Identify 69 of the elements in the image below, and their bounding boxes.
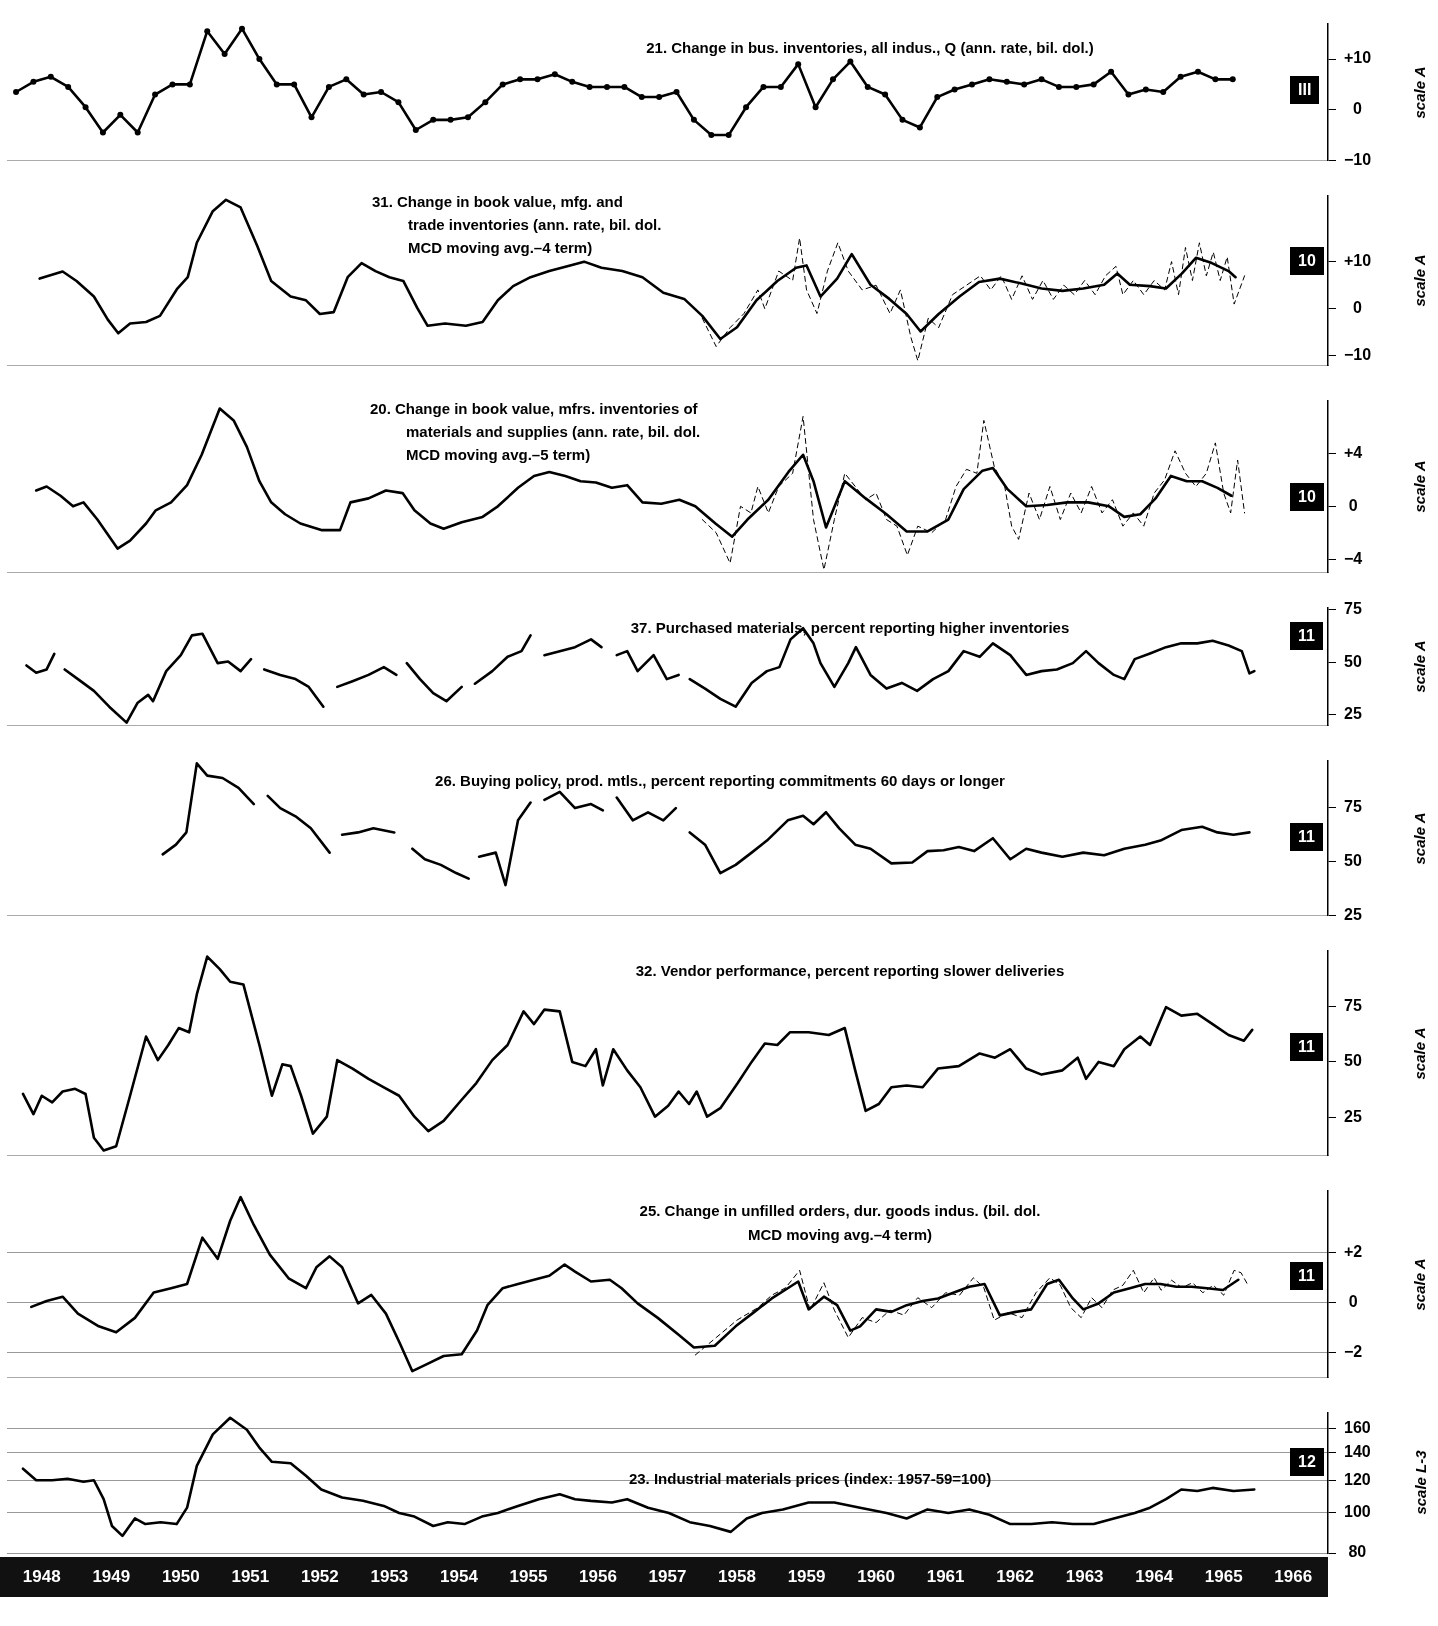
annotation: 11 — [1290, 823, 1323, 851]
text: scale A — [1411, 812, 1429, 865]
y-tick-label: 80 — [1348, 1543, 1367, 1561]
y-tick-label: −4 — [1344, 549, 1363, 567]
x-tick-label: 1961 — [926, 1566, 965, 1586]
text: 25. Change in unfilled orders, dur. goods indus. (bil. dol. MCD moving avg.–4 term) — [639, 1202, 1041, 1244]
text: scale A — [1411, 640, 1429, 693]
text: 26. Buying policy, prod. mtls., percent reporting commitments 60 days or longer — [435, 772, 1006, 790]
y-tick-label: 75 — [1344, 996, 1362, 1014]
y-tick-label: 0 — [1353, 100, 1363, 118]
y-tick-label: 0 — [1348, 496, 1358, 514]
text: scale A — [1411, 1027, 1429, 1080]
y-tick-label: −10 — [1344, 150, 1372, 168]
annotation: 10 — [1290, 247, 1324, 275]
y-tick-label: −10 — [1344, 346, 1372, 364]
y-tick-label: 140 — [1344, 1443, 1371, 1461]
y-tick-label: +10 — [1344, 49, 1372, 67]
y-tick-label: 160 — [1344, 1419, 1371, 1437]
y-tick-label: 0 — [1348, 1293, 1358, 1311]
y-tick-label: 50 — [1344, 652, 1362, 670]
annotation: 11 — [1290, 622, 1323, 650]
x-tick-label: 1964 — [1135, 1566, 1174, 1586]
annotation: 12 — [1290, 1448, 1324, 1476]
y-tick-label: 25 — [1344, 1107, 1362, 1125]
x-tick-label: 1966 — [1274, 1566, 1313, 1586]
x-tick-label: 1965 — [1204, 1566, 1243, 1586]
x-tick-label: 1957 — [648, 1566, 687, 1586]
y-tick-label: 25 — [1344, 905, 1362, 923]
x-tick-label: 1962 — [996, 1566, 1035, 1586]
text: 31. Change in book value, mfg. and trade inventories (ann. rate, bil. dol. MCD moving avg.–4 term) — [372, 193, 662, 257]
x-tick-label: 1954 — [440, 1566, 479, 1586]
y-tick-label: +2 — [1344, 1243, 1363, 1261]
text: 37. Purchased materials, percent reporting higher inventories — [630, 619, 1070, 637]
x-tick-label: 1953 — [370, 1566, 409, 1586]
x-tick-label: 1963 — [1065, 1566, 1104, 1586]
x-tick-label: 1952 — [300, 1566, 339, 1586]
x-tick-label: 1955 — [509, 1566, 548, 1586]
y-tick-label: 25 — [1344, 705, 1362, 723]
text: 23. Industrial materials prices (index: 1957-59=100) — [628, 1470, 992, 1488]
annotation: 11 — [1290, 1262, 1323, 1290]
x-tick-label: 1949 — [92, 1566, 131, 1586]
text: 20. Change in book value, mfrs. inventories of materials and supplies (ann. rate, bil. dol. MCD moving avg.–5 term) — [370, 400, 701, 464]
y-tick-label: 100 — [1344, 1503, 1371, 1521]
text: 21. Change in bus. inventories, all indus., Q (ann. rate, bil. dol.) — [646, 39, 1094, 57]
y-tick-label: 120 — [1344, 1470, 1371, 1488]
x-tick-label: 1950 — [161, 1566, 200, 1586]
y-tick-label: −2 — [1344, 1342, 1363, 1360]
y-tick-label: 75 — [1344, 798, 1362, 816]
annotation: 10 — [1290, 483, 1324, 511]
text: scale A — [1411, 254, 1429, 307]
annotation: III — [1290, 76, 1320, 104]
x-tick-label: 1948 — [22, 1566, 61, 1586]
x-tick-label: 1959 — [787, 1566, 826, 1586]
annotation: 11 — [1290, 1033, 1323, 1061]
y-tick-label: 75 — [1344, 600, 1362, 618]
text: 32. Vendor performance, percent reporting slower deliveries — [635, 962, 1065, 980]
x-tick-label: 1960 — [857, 1566, 895, 1586]
x-tick-label: 1956 — [579, 1566, 617, 1586]
y-tick-label: +10 — [1344, 252, 1372, 270]
text: scale A — [1411, 1258, 1429, 1311]
y-tick-label: 50 — [1344, 852, 1362, 870]
y-tick-label: 0 — [1353, 299, 1363, 317]
text: scale A — [1411, 460, 1429, 513]
text: scale L-3 — [1411, 1450, 1429, 1515]
y-tick-label: +4 — [1344, 443, 1363, 461]
y-tick-label: 50 — [1344, 1052, 1362, 1070]
x-tick-label: 1958 — [718, 1566, 756, 1586]
x-tick-label: 1951 — [231, 1566, 270, 1586]
text: scale A — [1411, 66, 1429, 119]
